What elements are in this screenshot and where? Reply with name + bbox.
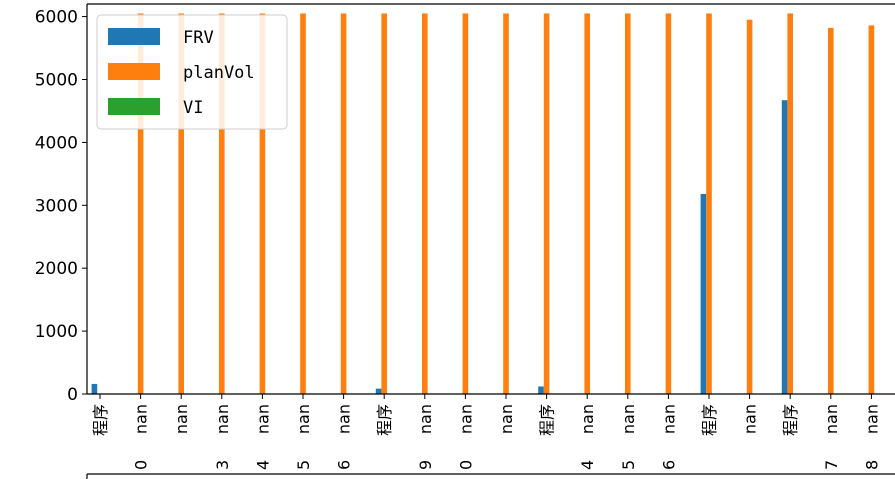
bar-planvol: [137, 13, 144, 394]
legend-swatch-planvol: [108, 63, 160, 80]
bar-planvol: [706, 13, 712, 394]
y-tick-label: 2000: [35, 259, 78, 279]
bar-planvol: [584, 13, 590, 394]
x-tick-label: nan: [335, 404, 354, 434]
x-tick-sublabel: 3: [213, 460, 232, 470]
bar-planvol: [665, 13, 672, 394]
x-tick-label: nan: [456, 404, 475, 434]
x-tick-label: 程序: [700, 404, 719, 436]
y-tick-label: 4000: [35, 133, 78, 153]
bar-frv: [91, 383, 98, 394]
x-tick-label: nan: [416, 404, 435, 434]
axes-group: [86, 3, 895, 479]
x-tick-label: nan: [619, 404, 638, 434]
bar-frv: [375, 388, 382, 394]
x-tick-sublabel: 0: [456, 460, 475, 470]
bar-planvol: [422, 13, 428, 394]
bar-frv: [781, 100, 788, 395]
bar-planvol: [543, 13, 550, 394]
x-tick-label: nan: [862, 404, 881, 434]
x-tick-sublabel: 6: [335, 460, 354, 470]
bar-planvol: [219, 13, 225, 394]
x-tick-sublabel: 4: [253, 460, 272, 470]
x-tick-label: nan: [578, 404, 597, 434]
x-tick-sublabel: 4: [578, 460, 597, 470]
x-tick-sublabel: 6: [659, 460, 678, 470]
bar-planvol: [300, 13, 306, 394]
bar-planvol: [503, 13, 509, 394]
bar-planvol: [625, 13, 631, 394]
x-tick-label: nan: [213, 404, 232, 434]
bar-frv: [538, 386, 544, 394]
legend-label-frv: FRV: [183, 28, 214, 48]
x-tick-label: nan: [294, 404, 313, 434]
legend-swatch-vi: [108, 98, 160, 115]
legend-label-planvol: planVol: [183, 63, 255, 83]
x-tick-label: 程序: [538, 404, 557, 436]
x-tick-label: nan: [822, 404, 841, 434]
bar-planvol: [178, 13, 184, 394]
bar-frv: [700, 193, 707, 394]
x-tick-label: nan: [497, 404, 516, 434]
x-tick-label: nan: [659, 404, 678, 434]
x-tick-sublabel: 7: [822, 460, 841, 470]
x-tick-label: 程序: [781, 404, 800, 436]
bar-planvol: [746, 19, 753, 394]
bar-planvol: [868, 25, 875, 394]
bar-planvol: [340, 13, 347, 394]
x-ticks-group: 程序 nan 0 nan nan 3 nan 4 nan 5 nan 6 程序 nan 9 nan 0 nan 程序…: [91, 394, 881, 470]
y-tick-label: 1000: [35, 322, 78, 342]
x-tick-label: 程序: [91, 404, 110, 436]
x-tick-sublabel: 0: [132, 460, 151, 470]
bars-group: [91, 13, 875, 395]
legend-swatch-frv: [108, 28, 160, 45]
bar-planvol: [462, 13, 469, 394]
bar-planvol: [787, 13, 793, 394]
y-tick-label: 3000: [35, 196, 78, 216]
x-tick-sublabel: 8: [862, 460, 881, 470]
x-tick-label: nan: [172, 404, 191, 434]
x-tick-sublabel: 5: [619, 460, 638, 470]
x-tick-sublabel: 5: [294, 460, 313, 470]
x-tick-label: nan: [741, 404, 760, 434]
x-tick-label: nan: [132, 404, 151, 434]
y-ticks-group: 0 1000 2000 3000 4000 5000 6000: [35, 8, 87, 405]
bar-planvol: [828, 27, 834, 395]
x-tick-label: 程序: [375, 404, 394, 436]
legend: FRV planVol VI: [96, 14, 288, 130]
legend-label-vi: VI: [183, 98, 203, 118]
y-tick-label: 0: [67, 385, 78, 405]
y-tick-label: 6000: [35, 8, 78, 28]
y-tick-label: 5000: [35, 70, 78, 90]
bar-planvol: [259, 13, 266, 394]
bar-planvol: [381, 13, 387, 394]
x-tick-sublabel: 9: [416, 460, 435, 470]
x-tick-label: nan: [253, 404, 272, 434]
